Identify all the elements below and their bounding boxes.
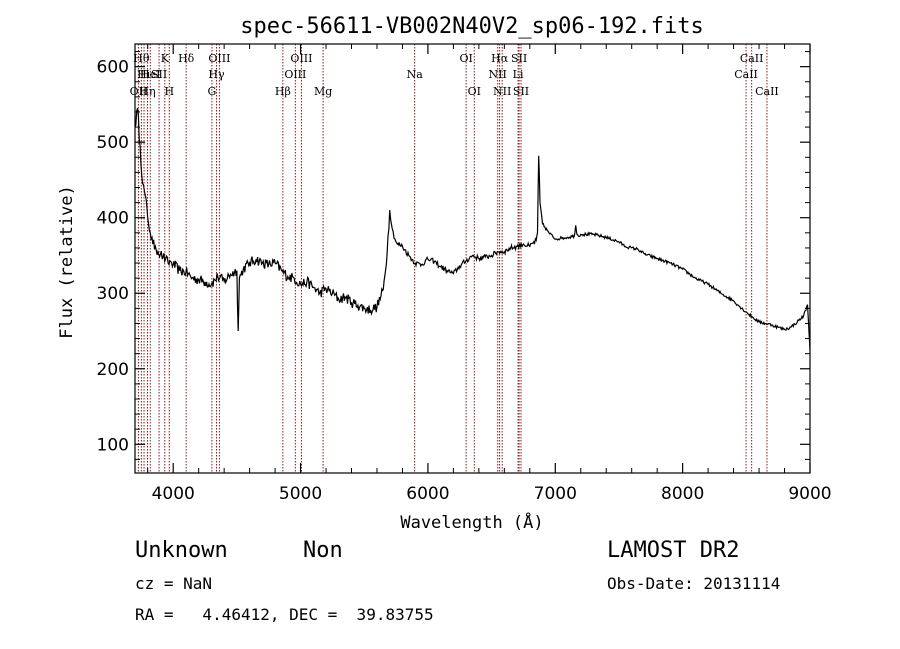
y-tick-label: 200 [97, 360, 129, 380]
emission-line-markers [137, 44, 768, 473]
y-tick-label: 100 [97, 435, 129, 455]
survey-label: LAMOST DR2 [607, 538, 740, 563]
line-label-mg: Mg [314, 85, 332, 98]
line-label-oii: OII [130, 85, 148, 98]
line-label-hδ: Hδ [178, 52, 195, 65]
line-label-sii: SII [513, 85, 529, 98]
line-label-oiii: OIII [208, 52, 230, 65]
line-label-oiii: OIII [284, 68, 306, 81]
line-label-oiii: OIII [290, 52, 312, 65]
line-label-h: H [164, 85, 174, 98]
redshift-value: cz = NaN [135, 574, 213, 593]
y-tick-label: 400 [97, 209, 129, 229]
x-tick-label: 6000 [406, 484, 449, 504]
line-label-hθ: Hθ [133, 52, 150, 65]
y-tick-label: 600 [97, 58, 129, 78]
line-label-sii: SII [151, 68, 167, 81]
line-label-g: G [208, 85, 217, 98]
line-label-hβ: Hβ [275, 85, 291, 98]
x-tick-label: 5000 [279, 484, 322, 504]
x-axis-label: Wavelength (Å) [400, 511, 543, 533]
x-axis-ticks: 4000 5000 6000 7000 8000 9000 [147, 44, 832, 504]
class-label: Unknown [135, 538, 228, 563]
subclass-label: Non [303, 538, 343, 563]
line-label-hη: Hη [139, 85, 155, 98]
line-label-nii: NII [493, 85, 511, 98]
line-label-na: Na [407, 68, 424, 81]
emission-line-labels: OIIHθHιHηHeISIIKHHδGHγOIIIHβOIIIOIIIMgNa… [130, 52, 779, 98]
x-tick-label: 4000 [152, 484, 195, 504]
y-axis-label: Flux (relative) [57, 185, 77, 339]
y-tick-label: 300 [97, 284, 129, 304]
coordinates: RA = 4.46412, DEC = 39.83755 [135, 605, 434, 624]
observation-date: Obs-Date: 20131114 [607, 574, 781, 593]
line-label-caii: CaII [755, 85, 779, 98]
y-tick-label: 500 [97, 133, 129, 153]
line-label-caii: CaII [740, 52, 764, 65]
line-label-hei: HeI [140, 68, 160, 81]
spectrum-series-line [134, 108, 811, 350]
line-label-hα: Hα [491, 52, 509, 65]
line-label-nii: NII [489, 68, 507, 81]
chart-title: spec-56611-VB002N40V2_sp06-192.fits [240, 14, 704, 39]
line-label-oi: OI [468, 85, 481, 98]
x-tick-label: 7000 [534, 484, 577, 504]
x-tick-label: 8000 [661, 484, 704, 504]
plot-frame [134, 43, 811, 474]
line-label-hγ: Hγ [208, 68, 225, 81]
line-label-hι: Hι [137, 68, 151, 81]
line-label-oi: OI [459, 52, 472, 65]
line-label-k: K [161, 52, 170, 65]
line-label-li: Li [513, 68, 524, 81]
line-label-caii: CaII [734, 68, 758, 81]
line-label-sii: SII [511, 52, 527, 65]
y-axis-ticks: 100 200 300 400 500 600 [97, 51, 810, 460]
x-tick-label: 9000 [788, 484, 831, 504]
